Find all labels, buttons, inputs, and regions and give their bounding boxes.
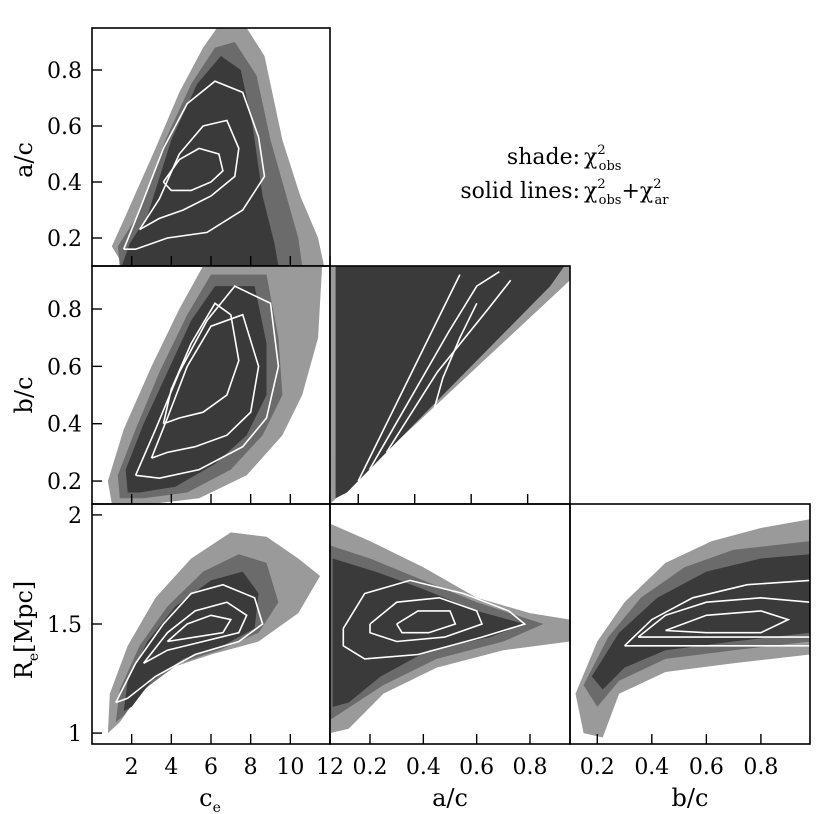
xlabel-cc-main: c bbox=[199, 784, 212, 812]
y-tick-label: 0.4 bbox=[47, 413, 82, 438]
x-tick-label: 0.8 bbox=[743, 755, 778, 780]
legend-shade-chi: χ bbox=[584, 145, 597, 170]
ylabel-bc: b/c bbox=[10, 377, 38, 414]
legend-lines-symbol: χ2 obs+χ2 ar bbox=[584, 177, 669, 208]
solid-line-2 bbox=[142, 601, 248, 665]
legend-lines-sub-1: obs bbox=[599, 193, 622, 208]
panel-body bbox=[330, 523, 570, 734]
ylabel-re: Re[Mpc] bbox=[10, 581, 42, 679]
panel-body bbox=[111, 28, 324, 266]
y-tick-label: 0.6 bbox=[47, 115, 82, 140]
solid-line-3 bbox=[637, 596, 810, 638]
legend-shade-sup: 2 bbox=[597, 143, 605, 158]
y-tick-label: 0.4 bbox=[47, 171, 82, 196]
x-tick-label: 4 bbox=[164, 755, 178, 780]
legend-shade-sub: obs bbox=[599, 159, 622, 174]
y-tick-label: 2 bbox=[68, 504, 82, 529]
ylabel-re-unit: [Mpc] bbox=[10, 581, 38, 653]
y-tick-label: 1.5 bbox=[47, 613, 82, 638]
panel-body bbox=[330, 266, 570, 504]
x-tick-label: 2 bbox=[125, 755, 139, 780]
panel-cc-vs-re: 11.522 4 6 8 10 12 bbox=[47, 503, 344, 780]
panel-ac-vs-re: 0.2 0.4 0.6 0.8 bbox=[329, 503, 571, 780]
contour-inner bbox=[335, 266, 565, 499]
solid-line-1 bbox=[623, 579, 810, 647]
x-tick-label: 0.2 bbox=[353, 755, 388, 780]
legend-lines-label: solid lines: bbox=[460, 179, 580, 204]
x-tick-label: 8 bbox=[244, 755, 258, 780]
solid-line-1 bbox=[357, 274, 461, 482]
solid-line-2 bbox=[368, 271, 500, 470]
x-tick-label: 0.6 bbox=[689, 755, 724, 780]
x-tick-label: 6 bbox=[204, 755, 218, 780]
x-tick-label: 0.4 bbox=[634, 755, 669, 780]
ylabel-re-sub: e bbox=[26, 653, 42, 661]
x-tick-label: 0.8 bbox=[513, 755, 548, 780]
solid-line-3 bbox=[162, 302, 240, 425]
legend-lines-sup-2: 2 bbox=[653, 177, 661, 192]
contour-inner bbox=[591, 554, 810, 690]
solid-line-5 bbox=[665, 610, 791, 634]
legend: shade: χ2 obs solid lines: χ2 obs+χ2 ar bbox=[460, 143, 669, 208]
y-tick-label: 1 bbox=[68, 722, 82, 747]
solid-line-4 bbox=[430, 302, 478, 419]
panels-group: 0.20.40.60.80.20.40.60.811.522 4 6 8 10 12 0.2… bbox=[47, 27, 811, 780]
ylabel-ac: a/c bbox=[10, 142, 38, 178]
solid-line-3 bbox=[162, 147, 224, 192]
xlabel-ac: a/c bbox=[432, 784, 468, 812]
contour-inner bbox=[121, 56, 279, 266]
y-tick-label: 0.8 bbox=[47, 298, 82, 323]
panel-cc-vs-bc: 0.2 0.4 0.6 0.8 bbox=[47, 265, 331, 505]
panel-bc-vs-re: 0.2 0.4 0.6 0.8 bbox=[569, 503, 811, 780]
solid-line-1 bbox=[342, 579, 527, 660]
x-tick-label: 0.4 bbox=[406, 755, 441, 780]
xlabel-bc: b/c bbox=[672, 784, 709, 812]
legend-lines-chi-2: χ bbox=[640, 179, 653, 204]
panel-body bbox=[107, 532, 321, 734]
panel-cc-vs-ac: 0.2 0.4 0.6 0.8 bbox=[47, 27, 331, 267]
legend-lines-sup-1: 2 bbox=[597, 177, 605, 192]
contour-inner bbox=[125, 286, 267, 493]
y-tick-label: 0.2 bbox=[47, 227, 82, 252]
x-tick-label: 12 bbox=[316, 755, 344, 780]
x-tick-label: 10 bbox=[276, 755, 304, 780]
y-tick-label: 0.6 bbox=[47, 355, 82, 380]
panel-body bbox=[575, 519, 810, 738]
contour-inner bbox=[123, 571, 259, 712]
legend-lines-chi-1: χ bbox=[584, 179, 597, 204]
x-tick-label: 0.2 bbox=[580, 755, 615, 780]
legend-shade-label: shade: bbox=[507, 145, 580, 170]
xlabel-cc-sub: e bbox=[213, 800, 221, 814]
y-tick-label: 0.2 bbox=[47, 470, 82, 495]
panel-frame bbox=[569, 503, 811, 745]
solid-line-2 bbox=[369, 596, 484, 643]
legend-shade-symbol: χ2 obs bbox=[584, 143, 621, 174]
panel-body bbox=[107, 266, 323, 504]
ylabel-re-main: R bbox=[10, 660, 38, 679]
solid-line-3 bbox=[166, 614, 233, 643]
solid-line-3 bbox=[396, 610, 457, 634]
x-tick-label: 0.6 bbox=[459, 755, 494, 780]
solid-line-3 bbox=[385, 279, 512, 453]
xlabel-cc: ce bbox=[199, 784, 221, 814]
legend-lines-sub-2: ar bbox=[655, 193, 670, 208]
panel-ac-vs-bc bbox=[329, 265, 571, 505]
legend-lines-plus: + bbox=[621, 179, 639, 204]
solid-line-1 bbox=[115, 583, 264, 704]
solid-line-1 bbox=[122, 80, 266, 250]
solid-line-2 bbox=[150, 313, 260, 459]
y-tick-label: 0.8 bbox=[47, 59, 82, 84]
axis-titles: a/c b/c Re[Mpc] ce a/c b/c bbox=[10, 142, 708, 814]
